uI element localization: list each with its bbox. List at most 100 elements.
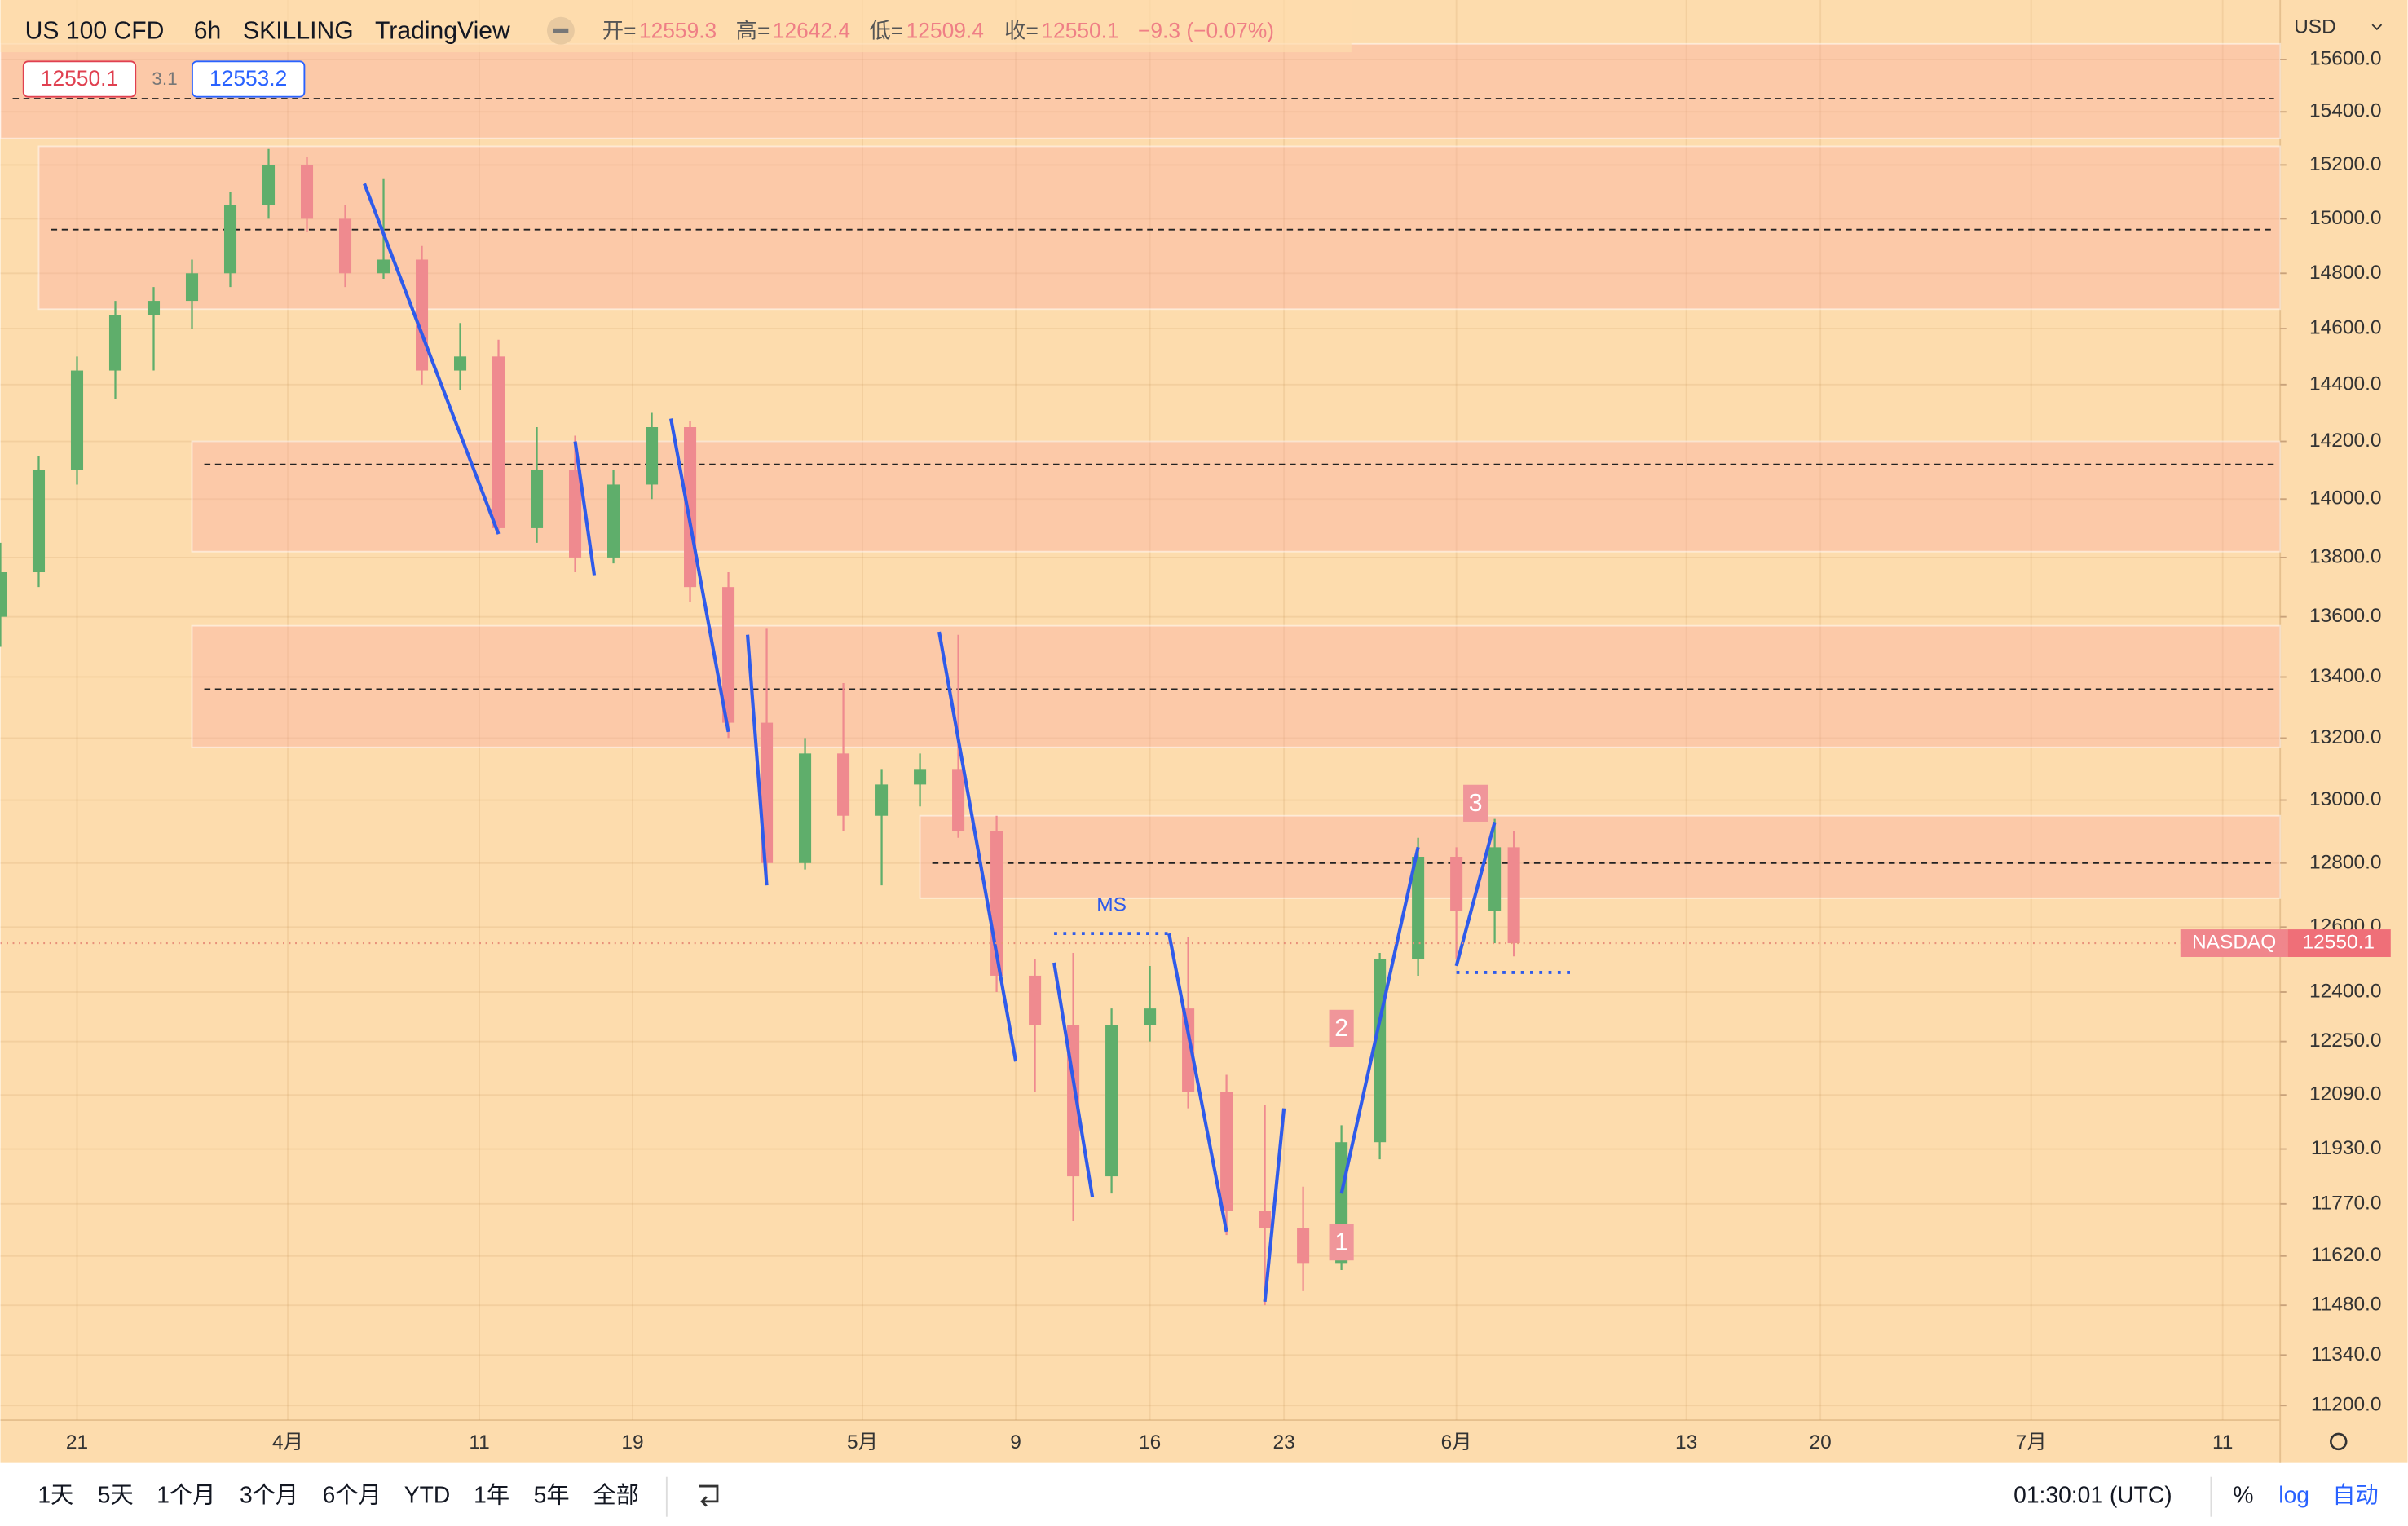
settings-icon[interactable] <box>2330 1432 2348 1451</box>
candle-body <box>1182 1008 1195 1092</box>
y-tick-label: 12800.0 <box>2309 851 2381 873</box>
trendline <box>1052 962 1095 1197</box>
annotation-text: 2 <box>1334 1015 1348 1042</box>
trendline <box>1167 933 1228 1233</box>
low-value: 12509.4 <box>906 19 984 43</box>
spread: 3.1 <box>152 68 177 89</box>
y-tick-label: 12250.0 <box>2309 1030 2381 1052</box>
candle-body <box>415 259 429 371</box>
axes: 15600.0 15400.0 15200.0 15000.0 14800.0 14600… <box>66 47 2391 1453</box>
candle-body <box>1144 1008 1157 1025</box>
y-tick-label: 15200.0 <box>2309 153 2381 175</box>
y-tick-label: 14400.0 <box>2309 373 2381 395</box>
y-tick-label: 13400.0 <box>2309 665 2381 687</box>
candle-body <box>1412 857 1425 959</box>
annotation-text: 3 <box>1469 790 1483 817</box>
candle-body <box>607 484 620 558</box>
trendline <box>669 418 730 733</box>
y-tick-label: 13000.0 <box>2309 788 2381 810</box>
replay-icon[interactable] <box>699 1484 719 1507</box>
level-label: MS <box>1096 894 1127 916</box>
candle-body <box>338 218 352 274</box>
range-button[interactable]: 1个月 <box>157 1482 215 1508</box>
y-tick-label: 14200.0 <box>2309 430 2381 452</box>
x-tick-label: 19 <box>621 1431 643 1453</box>
zone <box>191 440 2282 553</box>
zone <box>37 145 2282 311</box>
x-tick-label: 16 <box>1139 1431 1161 1453</box>
y-tick-label: 11480.0 <box>2311 1294 2382 1316</box>
auto-button[interactable]: 自动 <box>2332 1482 2378 1508</box>
y-tick-label: 11200.0 <box>2311 1394 2382 1416</box>
buy-button[interactable] <box>191 60 306 98</box>
annotation-text: 1 <box>1334 1228 1348 1255</box>
candle-body <box>70 370 84 470</box>
x-tick-label: 5月 <box>847 1431 878 1453</box>
buy-price[interactable]: 12553.2 <box>209 66 287 90</box>
last-label: NASDAQ <box>2192 932 2276 954</box>
y-tick-label: 14800.0 <box>2309 262 2381 284</box>
candle-body <box>492 356 505 528</box>
sell-button[interactable] <box>22 60 137 98</box>
annotation-box <box>1463 784 1488 822</box>
y-tick-label: 11930.0 <box>2311 1137 2382 1159</box>
y-tick-label: 13600.0 <box>2309 605 2381 627</box>
candle-body <box>875 784 889 816</box>
candle-body <box>1450 857 1463 911</box>
trendline <box>1454 821 1497 967</box>
interval[interactable]: 6h <box>194 18 222 45</box>
candle-body <box>32 470 46 573</box>
high-value: 12642.4 <box>773 19 850 43</box>
trendline <box>363 183 501 535</box>
last-label-box <box>2180 929 2288 957</box>
trendline <box>937 631 1018 1062</box>
x-tick-label: 6月 <box>1441 1431 1472 1453</box>
range-button[interactable]: 6个月 <box>323 1482 381 1508</box>
y-tick-label: 15600.0 <box>2309 47 2381 69</box>
candle-body <box>646 427 659 485</box>
currency-dropdown[interactable] <box>2371 24 2383 31</box>
candle-body <box>914 769 927 785</box>
candle-body <box>569 470 582 558</box>
broker: SKILLING <box>243 18 354 45</box>
y-tick-label: 14000.0 <box>2309 487 2381 509</box>
y-tick-label: 11340.0 <box>2311 1343 2382 1365</box>
y-tick-label: 15400.0 <box>2309 100 2381 122</box>
candle-body <box>837 753 850 816</box>
candle-body <box>531 470 544 528</box>
range-button[interactable]: YTD <box>404 1482 450 1508</box>
open-key: 开= <box>602 19 637 43</box>
log-button[interactable]: log <box>2278 1482 2309 1508</box>
y-tick-label: 13800.0 <box>2309 545 2381 567</box>
y-tick-label: 11770.0 <box>2311 1192 2382 1214</box>
y-tick-label: 15000.0 <box>2309 207 2381 229</box>
x-tick-label: 21 <box>66 1431 88 1453</box>
high-key: 高= <box>736 19 770 43</box>
close-key: 收= <box>1004 19 1039 43</box>
percent-button[interactable]: % <box>2233 1482 2253 1508</box>
zone <box>191 624 2282 748</box>
sell-price[interactable]: 12550.1 <box>41 66 118 90</box>
candle-body <box>1297 1228 1310 1264</box>
candle-body <box>1259 1211 1272 1228</box>
range-button[interactable]: 全部 <box>593 1482 638 1508</box>
candle-body <box>799 753 812 863</box>
candle-body <box>1507 847 1520 944</box>
change-value: −9.3 (−0.07%) <box>1138 19 1274 43</box>
trendline <box>745 634 769 886</box>
zone <box>919 814 2282 899</box>
zones <box>0 42 2282 899</box>
candle-body <box>1374 959 1387 1143</box>
range-button[interactable]: 5天 <box>98 1482 134 1508</box>
candle-body <box>722 587 735 723</box>
range-button[interactable]: 3个月 <box>240 1482 298 1508</box>
candle-body <box>223 205 237 274</box>
range-button[interactable]: 1年 <box>474 1482 509 1508</box>
candle-body <box>262 165 276 205</box>
range-button[interactable]: 5年 <box>534 1482 570 1508</box>
range-button[interactable]: 1天 <box>37 1482 73 1508</box>
symbol[interactable]: US 100 CFD <box>25 18 165 45</box>
currency[interactable]: USD <box>2294 15 2336 37</box>
candle-body <box>0 572 7 617</box>
